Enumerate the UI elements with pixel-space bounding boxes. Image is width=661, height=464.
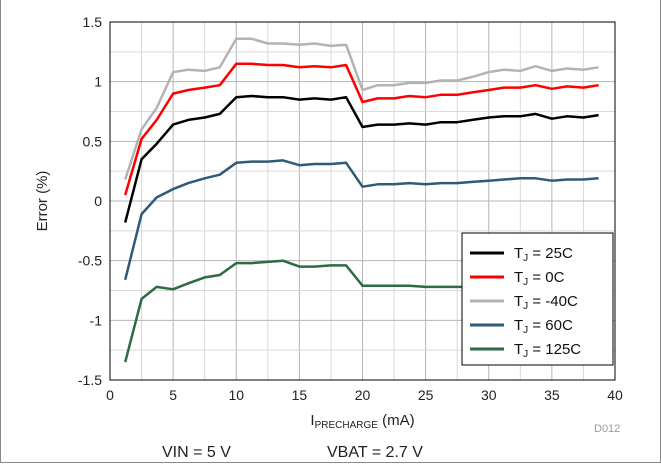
x-tick-labels: 0 5 10 15 20 25 30 35 40 [106,387,623,403]
y-tick-labels: -1.5 -1 -0.5 0 0.5 1 1.5 [78,14,102,388]
x-tick-label: 10 [228,387,244,403]
line-chart: 0 5 10 15 20 25 30 35 40 -1.5 -1 -0.5 0 0.5 1 1.5 Erro… [34,14,623,431]
y-tick-label: -0.5 [78,253,102,269]
footer-conditions: VIN = 5 V VBAT = 2.7 V [0,444,661,464]
x-tick-label: 30 [481,387,497,403]
plot-border [109,21,616,381]
series-line [124,62,599,196]
legend-label: TJ = -40C [514,293,578,312]
x-tick-label: 35 [544,387,560,403]
x-axis-label: IPRECHARGE (mA) [310,412,414,431]
series-line [124,37,599,180]
footer-vin: VIN = 5 V [162,444,231,461]
y-tick-label: -1.5 [78,372,102,388]
series-line [123,94,599,223]
x-tick-label: 0 [106,387,114,403]
legend-label: TJ = 60C [514,317,573,336]
legend-label: TJ = 125C [514,341,581,360]
series-line [123,159,599,281]
legend: TJ = 25C TJ = 0C TJ = -40C TJ = 60C TJ = 125… [461,232,614,366]
x-tick-label: 40 [607,387,623,403]
y-tick-label: 1.5 [83,14,103,30]
x-tick-label: 25 [418,387,434,403]
x-tick-label: 20 [355,387,371,403]
legend-box [461,232,614,366]
y-tick-label: -1 [90,312,103,328]
x-tick-label: 15 [292,387,308,403]
x-axis-label-main: I [310,412,314,429]
x-axis-label-unit: (mA) [378,412,415,429]
legend-label: TJ = 0C [514,269,565,288]
x-tick-label: 5 [169,387,177,403]
footer-vbat: VBAT = 2.7 V [327,444,423,461]
y-tick-label: 0.5 [83,133,103,149]
y-axis-label: Error (%) [34,171,51,232]
y-tick-label: 0 [94,193,102,209]
y-tick-label: 1 [94,74,102,90]
x-axis-label-sub: PRECHARGE [315,420,379,431]
series-lines [123,37,599,363]
figure-id: D012 [594,423,621,435]
legend-label: TJ = 25C [514,245,573,264]
